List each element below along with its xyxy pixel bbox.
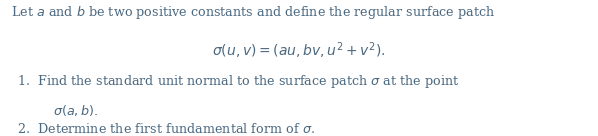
Text: 1.  Find the standard unit normal to the surface patch $\sigma$ at the point: 1. Find the standard unit normal to the … — [17, 73, 459, 90]
Text: $\sigma(a, b).$: $\sigma(a, b).$ — [53, 103, 98, 118]
Text: $\sigma(u, v) = (au, bv, u^2 + v^2).$: $\sigma(u, v) = (au, bv, u^2 + v^2).$ — [212, 41, 386, 61]
Text: 2.  Determine the first fundamental form of $\sigma$.: 2. Determine the first fundamental form … — [17, 122, 315, 136]
Text: Let $a$ and $b$ be two positive constants and define the regular surface patch: Let $a$ and $b$ be two positive constant… — [11, 4, 495, 21]
